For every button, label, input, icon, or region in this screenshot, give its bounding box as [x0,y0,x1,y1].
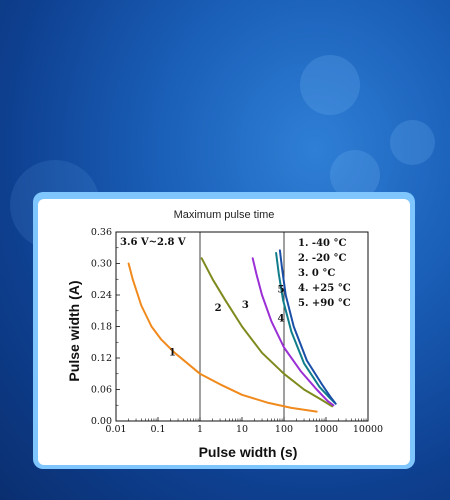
x-tick-label: 1000 [314,424,338,435]
x-tick-label: 0.01 [105,424,126,435]
y-axis-label: Pulse width (A) [66,280,82,381]
x-tick-label: 10 [236,424,248,435]
curve-label-5: 5 [278,284,285,295]
curve-label-2: 2 [215,303,222,314]
legend-entry: 5. +90 °C [298,298,351,309]
x-tick-label: 0.1 [150,424,165,435]
series-line-5 [278,249,337,405]
chart-title: Maximum pulse time [174,209,275,221]
series-line-3 [251,257,335,407]
curve-label-3: 3 [242,300,249,311]
legend-entry: 1. -40 °C [298,238,346,249]
legend-entry: 4. +25 °C [298,283,351,294]
series-line-1 [127,262,318,413]
y-tick-label: 0.12 [91,353,112,364]
x-tick-label: 1 [197,424,203,435]
y-tick-label: 0.30 [91,259,112,270]
voltage-annotation: 3.6 V~2.8 V [120,237,186,248]
curve-label-1: 1 [169,347,176,358]
y-tick-label: 0.24 [91,290,112,301]
y-tick-label: 0.18 [91,322,112,333]
series-line-2 [200,257,334,408]
x-tick-label: 10000 [353,424,383,435]
y-tick-label: 0.00 [91,416,112,427]
y-tick-label: 0.06 [91,385,112,396]
x-axis-label: Pulse width (s) [199,444,298,460]
curve-label-4: 4 [278,313,285,324]
chart: Maximum pulse time 0.000.060.120.180.240… [66,209,383,460]
x-tick-label: 100 [275,424,293,435]
series-line-4 [275,252,336,404]
y-tick-label: 0.36 [91,227,112,238]
legend-entry: 2. -20 °C [298,253,346,264]
legend-entry: 3. 0 °C [298,268,335,279]
